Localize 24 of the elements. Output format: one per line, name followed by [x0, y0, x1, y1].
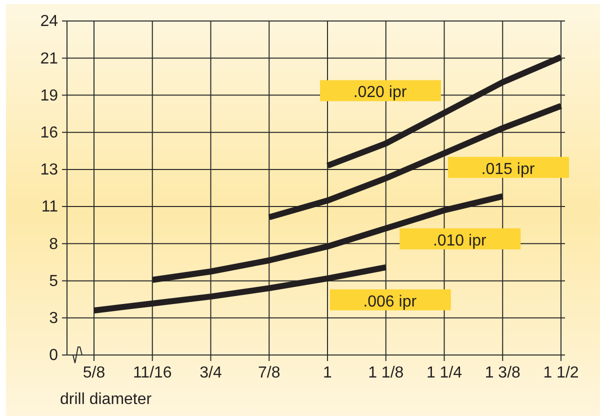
x-tick-label: 5/8 [82, 364, 106, 382]
y-tick-label: 13 [40, 162, 58, 179]
y-tick-label: 0 [49, 347, 58, 364]
series-label: .020 ipr [353, 84, 408, 102]
series-label: .006 ipr [363, 293, 418, 310]
x-tick-label: 1 1/4 [426, 364, 462, 382]
x-tick-label: 1 [323, 364, 332, 382]
y-tick-label: 24 [40, 13, 58, 30]
x-tick-label: 7/8 [258, 364, 280, 382]
y-tick-label: 5 [49, 272, 58, 290]
series-label: .015 ipr [481, 160, 536, 178]
y-tick-label: 11 [41, 198, 58, 216]
x-axis-title: drill diameter [60, 391, 152, 408]
y-tick-label: 19 [40, 87, 58, 104]
x-tick-label: 1 3/8 [484, 364, 521, 382]
series-label: .010 ipr [432, 232, 487, 250]
x-tick-label: 1 1/2 [543, 364, 579, 382]
x-tick-label: 11/16 [132, 364, 172, 382]
y-tick-label: 3 [49, 310, 58, 327]
y-tick-label: 21 [40, 50, 58, 68]
x-tick-label: 3/4 [200, 364, 222, 382]
y-tick-label: 16 [40, 124, 58, 142]
x-tick-label: 1 1/8 [368, 364, 404, 382]
y-tick-label: 8 [49, 236, 58, 253]
